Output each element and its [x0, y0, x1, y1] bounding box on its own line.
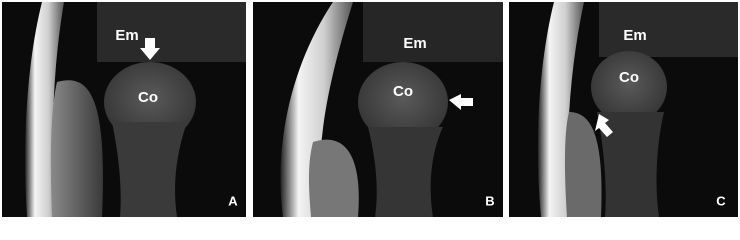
label-co: Co — [393, 83, 413, 100]
muscle — [308, 139, 359, 217]
arrow — [140, 38, 160, 60]
panel-letter: C — [716, 193, 726, 208]
panel-b: Em Co B — [253, 2, 503, 217]
figure: Em Co A Em Co B Em Co C — [2, 2, 738, 217]
label-em: Em — [623, 27, 646, 44]
skin-band — [280, 2, 353, 217]
muscle — [564, 112, 602, 217]
condyle — [591, 51, 667, 123]
shaft — [597, 112, 664, 217]
shaft — [112, 122, 187, 217]
panel-letter: A — [228, 193, 238, 208]
arrow — [595, 114, 613, 137]
label-co: Co — [619, 69, 639, 86]
muscle — [50, 80, 103, 217]
arrow — [449, 94, 473, 110]
panel-letter: B — [485, 193, 494, 208]
label-em: Em — [403, 35, 426, 52]
upper-tissue — [363, 2, 503, 62]
skin-band — [25, 2, 64, 217]
condyle — [358, 62, 448, 142]
skin-band — [537, 2, 584, 217]
upper-tissue — [599, 2, 738, 57]
label-co: Co — [138, 89, 158, 106]
panel-c: Em Co C — [509, 2, 738, 217]
shaft — [368, 127, 443, 217]
panel-a: Em Co A — [2, 2, 246, 217]
page: {"panels": [ {"em": "Em", "co": "Co", "l… — [0, 0, 740, 219]
label-em: Em — [115, 27, 138, 44]
upper-tissue — [97, 2, 246, 62]
